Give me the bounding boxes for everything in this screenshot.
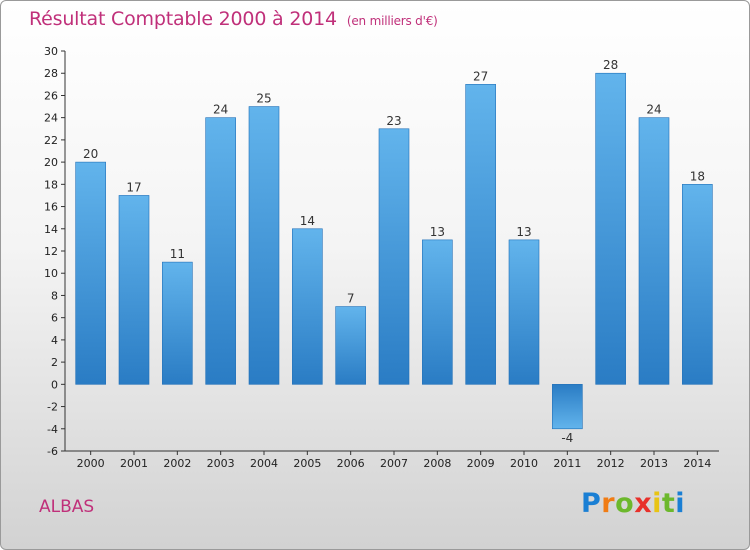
x-tick-label-2012: 2012 [597,457,625,470]
value-label-2013: 24 [646,103,661,117]
value-label-2009: 27 [473,69,488,83]
value-label-2001: 17 [126,180,141,194]
bar-2008 [422,239,453,385]
y-tick-label: 2 [51,356,58,369]
chart-title: Résultat Comptable 2000 à 2014 (en millie… [29,8,438,30]
x-tick-label-2011: 2011 [553,457,581,470]
logo-letter: P [581,488,602,519]
bar-2000 [75,161,106,385]
y-tick-label: 20 [44,156,58,169]
value-label-2006: 7 [347,292,355,306]
bars: 20 17 11 24 25 14 7 23 13 27 13 -4 28 24 18 [75,58,713,445]
bar-2007 [378,128,410,385]
value-label-2005: 14 [300,214,315,228]
chart-subtitle: (en milliers d'€) [346,14,438,28]
bar-2005 [292,228,323,385]
proxiti-logo: Proxiti [581,488,685,519]
y-tick-label: 6 [51,312,58,325]
value-label-2010: 13 [516,225,531,239]
chart-title-text: Résultat Comptable 2000 à 2014 [29,8,337,30]
bar-2009 [465,84,496,385]
value-label-2000: 20 [83,147,98,161]
y-tick-label: 0 [51,378,58,391]
logo-letter: r [601,488,616,519]
x-tick-label-2013: 2013 [640,457,668,470]
x-tick-label-2001: 2001 [120,457,148,470]
y-tick-label: 18 [44,178,58,191]
x-tick-label-2008: 2008 [423,457,451,470]
y-tick-label: 30 [44,45,58,58]
bar-2006 [335,306,366,385]
bar-2014 [682,184,713,385]
value-label-2012: 28 [603,58,618,72]
bar-2002 [162,261,193,385]
bar-2010 [508,239,540,385]
x-tick-label-2009: 2009 [467,457,495,470]
bar-2003 [205,117,236,385]
logo-letter: i [675,488,686,519]
logo-letter: i [652,488,662,519]
x-tick-label-2004: 2004 [250,457,278,470]
y-tick-label: 10 [44,267,58,280]
y-tick-label: 16 [44,201,58,214]
y-tick-label: -2 [47,401,58,414]
bar-2011 [552,384,583,430]
x-tick-label-2010: 2010 [510,457,538,470]
x-tick-label-2005: 2005 [293,457,321,470]
y-tick-label: 28 [44,67,58,80]
y-tick-label: 24 [44,112,58,125]
y-tick-label: 26 [44,89,58,102]
logo-letter: t [661,488,676,519]
value-label-2008: 13 [430,225,445,239]
bar-2012 [595,72,626,385]
commune-name: ALBAS [39,497,95,517]
value-label-2004: 25 [256,92,271,106]
value-label-2014: 18 [690,169,705,183]
value-label-2003: 24 [213,103,228,117]
x-tick-label-2007: 2007 [380,457,408,470]
value-label-2011: -4 [561,431,573,445]
x-tick-label-2000: 2000 [77,457,105,470]
x-tick-label-2003: 2003 [207,457,235,470]
logo-letter: o [615,488,635,519]
bar-2004 [248,106,280,385]
y-tick-label: 14 [44,223,58,236]
logo-letter: x [634,488,653,519]
value-label-2007: 23 [386,114,401,128]
y-tick-label: -6 [47,445,58,458]
x-tick-label-2014: 2014 [683,457,711,470]
bar-2001 [118,195,150,385]
x-tick-label-2006: 2006 [337,457,365,470]
bar-2013 [638,117,670,385]
y-tick-label: -4 [47,423,58,436]
y-tick-label: 8 [51,289,58,302]
x-tick-label-2002: 2002 [163,457,191,470]
y-tick-label: 4 [51,334,58,347]
y-tick-label: 22 [44,134,58,147]
value-label-2002: 11 [170,247,185,261]
y-tick-label: 12 [44,245,58,258]
